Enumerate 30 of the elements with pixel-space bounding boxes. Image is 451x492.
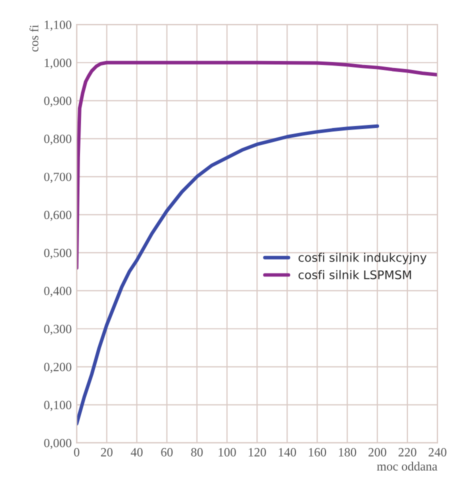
legend-label: cosfi silnik LSPMSM — [298, 270, 411, 280]
y-tick-label: 0,600 — [44, 210, 72, 221]
y-tick-label: 0,800 — [44, 134, 72, 145]
y-tick-label: 0,500 — [44, 248, 72, 259]
x-tick-label: 20 — [101, 448, 113, 456]
legend-label: cosfi silnik indukcyjny — [298, 252, 426, 264]
x-tick-label: 80 — [191, 448, 203, 456]
x-tick-label: 180 — [338, 448, 356, 456]
x-tick-label: 220 — [398, 448, 416, 456]
x-tick-label: 120 — [248, 448, 266, 456]
y-tick-label: 0,700 — [44, 172, 72, 183]
line-series — [76, 60, 438, 270]
y-tick-label: 0,300 — [44, 324, 72, 336]
x-tick-label: 40 — [130, 448, 143, 456]
y-tick-label: 0,100 — [44, 400, 72, 412]
x-axis-title: moc oddana — [376, 462, 438, 471]
y-axis-title: cos fi — [29, 24, 38, 52]
y-tick-label: 0,000 — [44, 438, 72, 450]
x-tick-label: 0 — [74, 448, 80, 456]
x-tick-label: 140 — [278, 448, 296, 456]
x-tick-label: 160 — [308, 448, 326, 456]
x-tick-label: 60 — [161, 448, 173, 456]
x-tick-label: 100 — [218, 448, 236, 456]
y-tick-label: 1,100 — [44, 20, 72, 31]
y-tick-label: 0,400 — [44, 286, 72, 297]
y-tick-label: 0,900 — [44, 96, 72, 107]
x-tick-label: 240 — [428, 448, 446, 456]
x-tick-label: 200 — [368, 448, 386, 456]
y-tick-label: 0,200 — [44, 362, 72, 374]
y-tick-label: 1,000 — [44, 58, 72, 69]
